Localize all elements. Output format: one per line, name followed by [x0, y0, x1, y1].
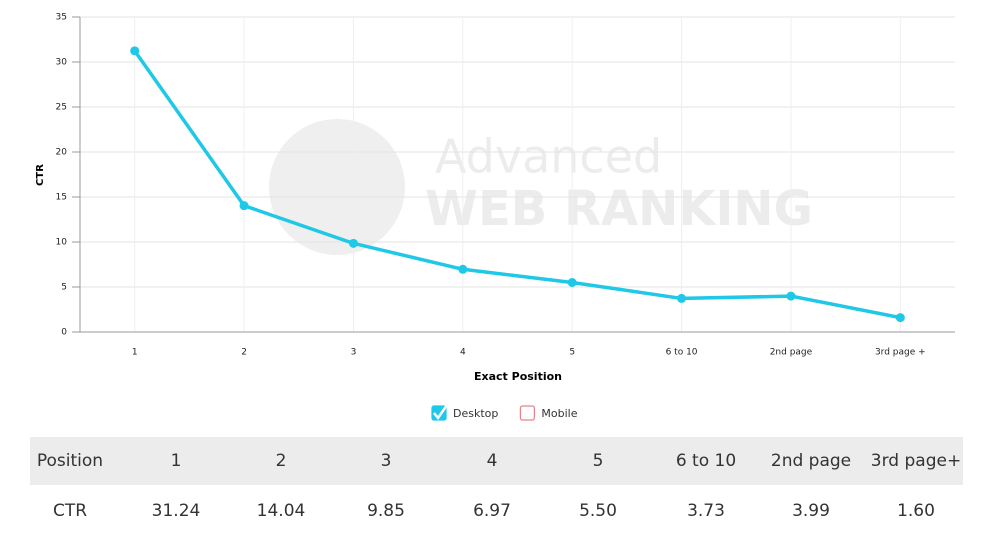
watermark: WEB RANKING: [425, 181, 813, 237]
table-cell: 9.85: [367, 501, 405, 521]
watermark: Advanced: [435, 130, 662, 184]
table-cell: 2nd page: [770, 451, 852, 471]
legend-checkbox[interactable]: [519, 405, 535, 421]
table-cell: CTR: [52, 501, 88, 521]
x-tick-label: 4: [460, 348, 466, 358]
table-cell: 5.50: [579, 501, 617, 521]
table-row: CTR 31.24 14.04 9.85 6.97 5.50 3.73 3.99 1.60: [30, 487, 963, 535]
x-tick-label: 3rd page +: [875, 348, 926, 358]
table-cell: 4: [486, 451, 498, 471]
table-cell: 3: [380, 451, 392, 471]
table-cell: 14.04: [256, 501, 306, 521]
table-cell: 3rd page+: [870, 451, 962, 471]
x-tick-label: 2: [241, 348, 247, 358]
table-cell: 1: [170, 451, 182, 471]
table-cell: 31.24: [151, 501, 201, 521]
point: [677, 293, 687, 303]
x-tick-label: 1: [132, 348, 138, 358]
x-axis-label: Exact Position: [474, 370, 562, 383]
table-cell: 6.97: [473, 501, 511, 521]
point: [458, 264, 468, 274]
table-cell: 3.99: [792, 501, 830, 521]
watermark-globe: [269, 119, 405, 255]
y-tick-label: 5: [61, 283, 67, 293]
y-tick-label: 10: [56, 238, 68, 248]
legend-label[interactable]: Mobile: [541, 407, 577, 420]
table-cell: Position: [36, 451, 104, 471]
legend-label[interactable]: Desktop: [453, 407, 498, 420]
y-tick-label: 0: [61, 328, 67, 338]
point: [567, 278, 577, 287]
y-tick-label: 15: [56, 193, 67, 203]
y-tick-label: 30: [56, 58, 68, 68]
point: [239, 201, 249, 211]
point: [895, 313, 905, 323]
point: [786, 291, 796, 301]
table-cell: 1.60: [897, 501, 935, 521]
x-tick-label: 6 to 10: [666, 348, 698, 358]
table-cell: 2: [275, 451, 287, 471]
line: [133, 49, 901, 320]
y-axis-label: CTR: [35, 164, 46, 186]
point: [130, 46, 140, 56]
y-tick-label: 20: [56, 148, 68, 158]
checkmark: [433, 404, 449, 421]
y-tick-label: 35: [56, 13, 67, 23]
x-tick-label: 5: [569, 348, 575, 358]
x-tick-label: 2nd page: [770, 348, 813, 358]
x-tick-label: 3: [351, 348, 357, 358]
y-tick-label: 25: [56, 103, 67, 113]
table-cell: 3.73: [687, 501, 725, 521]
table-cell: 6 to 10: [675, 451, 737, 471]
table-row: Position 1 2 3 4 5 6 to 10 2nd page 3rd page+: [30, 437, 963, 485]
point: [348, 238, 358, 248]
table-cell: 5: [592, 451, 604, 471]
